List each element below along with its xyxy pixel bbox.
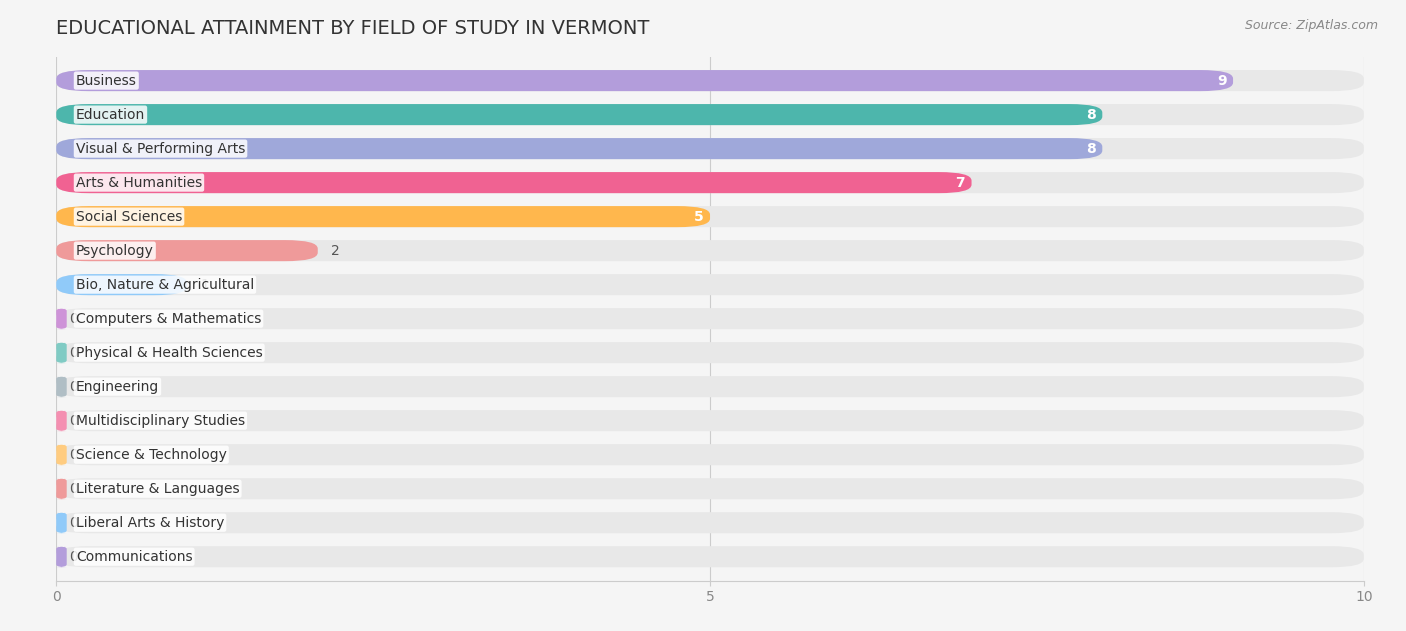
Text: 5: 5 [693, 209, 703, 223]
FancyBboxPatch shape [56, 444, 66, 465]
Text: 0: 0 [69, 312, 79, 326]
Text: Visual & Performing Arts: Visual & Performing Arts [76, 141, 245, 156]
Text: 7: 7 [956, 175, 965, 190]
Text: 0: 0 [69, 380, 79, 394]
Text: 8: 8 [1085, 141, 1095, 156]
Text: Bio, Nature & Agricultural: Bio, Nature & Agricultural [76, 278, 254, 292]
Text: 0: 0 [69, 550, 79, 563]
FancyBboxPatch shape [56, 478, 66, 499]
FancyBboxPatch shape [56, 308, 1364, 329]
Text: Arts & Humanities: Arts & Humanities [76, 175, 202, 190]
FancyBboxPatch shape [56, 70, 1364, 91]
FancyBboxPatch shape [56, 206, 710, 227]
Text: Multidisciplinary Studies: Multidisciplinary Studies [76, 414, 245, 428]
Text: 0: 0 [69, 414, 79, 428]
FancyBboxPatch shape [56, 206, 1364, 227]
FancyBboxPatch shape [56, 376, 66, 398]
Text: Literature & Languages: Literature & Languages [76, 481, 239, 496]
FancyBboxPatch shape [56, 546, 1364, 567]
Text: Social Sciences: Social Sciences [76, 209, 183, 223]
FancyBboxPatch shape [56, 70, 1233, 91]
FancyBboxPatch shape [56, 342, 66, 363]
FancyBboxPatch shape [56, 240, 1364, 261]
FancyBboxPatch shape [56, 308, 66, 329]
FancyBboxPatch shape [56, 104, 1102, 125]
FancyBboxPatch shape [56, 376, 1364, 398]
FancyBboxPatch shape [56, 240, 318, 261]
Text: Liberal Arts & History: Liberal Arts & History [76, 516, 224, 529]
Text: Psychology: Psychology [76, 244, 153, 257]
FancyBboxPatch shape [56, 172, 972, 193]
Text: 2: 2 [330, 244, 340, 257]
FancyBboxPatch shape [56, 478, 1364, 499]
Text: 0: 0 [69, 447, 79, 462]
FancyBboxPatch shape [56, 444, 1364, 465]
Text: 0: 0 [69, 516, 79, 529]
Text: Communications: Communications [76, 550, 193, 563]
Text: Business: Business [76, 74, 136, 88]
FancyBboxPatch shape [56, 138, 1364, 159]
FancyBboxPatch shape [56, 512, 66, 533]
FancyBboxPatch shape [56, 274, 1364, 295]
Text: 8: 8 [1085, 108, 1095, 122]
FancyBboxPatch shape [56, 104, 1364, 125]
Text: 0: 0 [69, 346, 79, 360]
Text: Physical & Health Sciences: Physical & Health Sciences [76, 346, 263, 360]
FancyBboxPatch shape [56, 512, 1364, 533]
FancyBboxPatch shape [56, 546, 66, 567]
Text: Computers & Mathematics: Computers & Mathematics [76, 312, 262, 326]
FancyBboxPatch shape [56, 274, 187, 295]
Text: 1: 1 [200, 278, 209, 292]
Text: Engineering: Engineering [76, 380, 159, 394]
Text: EDUCATIONAL ATTAINMENT BY FIELD OF STUDY IN VERMONT: EDUCATIONAL ATTAINMENT BY FIELD OF STUDY… [56, 19, 650, 38]
FancyBboxPatch shape [56, 138, 1102, 159]
FancyBboxPatch shape [56, 410, 66, 431]
Text: Source: ZipAtlas.com: Source: ZipAtlas.com [1244, 19, 1378, 32]
Text: 9: 9 [1218, 74, 1226, 88]
FancyBboxPatch shape [56, 342, 1364, 363]
FancyBboxPatch shape [56, 410, 1364, 431]
Text: Education: Education [76, 108, 145, 122]
FancyBboxPatch shape [56, 172, 1364, 193]
Text: 0: 0 [69, 481, 79, 496]
Text: Science & Technology: Science & Technology [76, 447, 226, 462]
